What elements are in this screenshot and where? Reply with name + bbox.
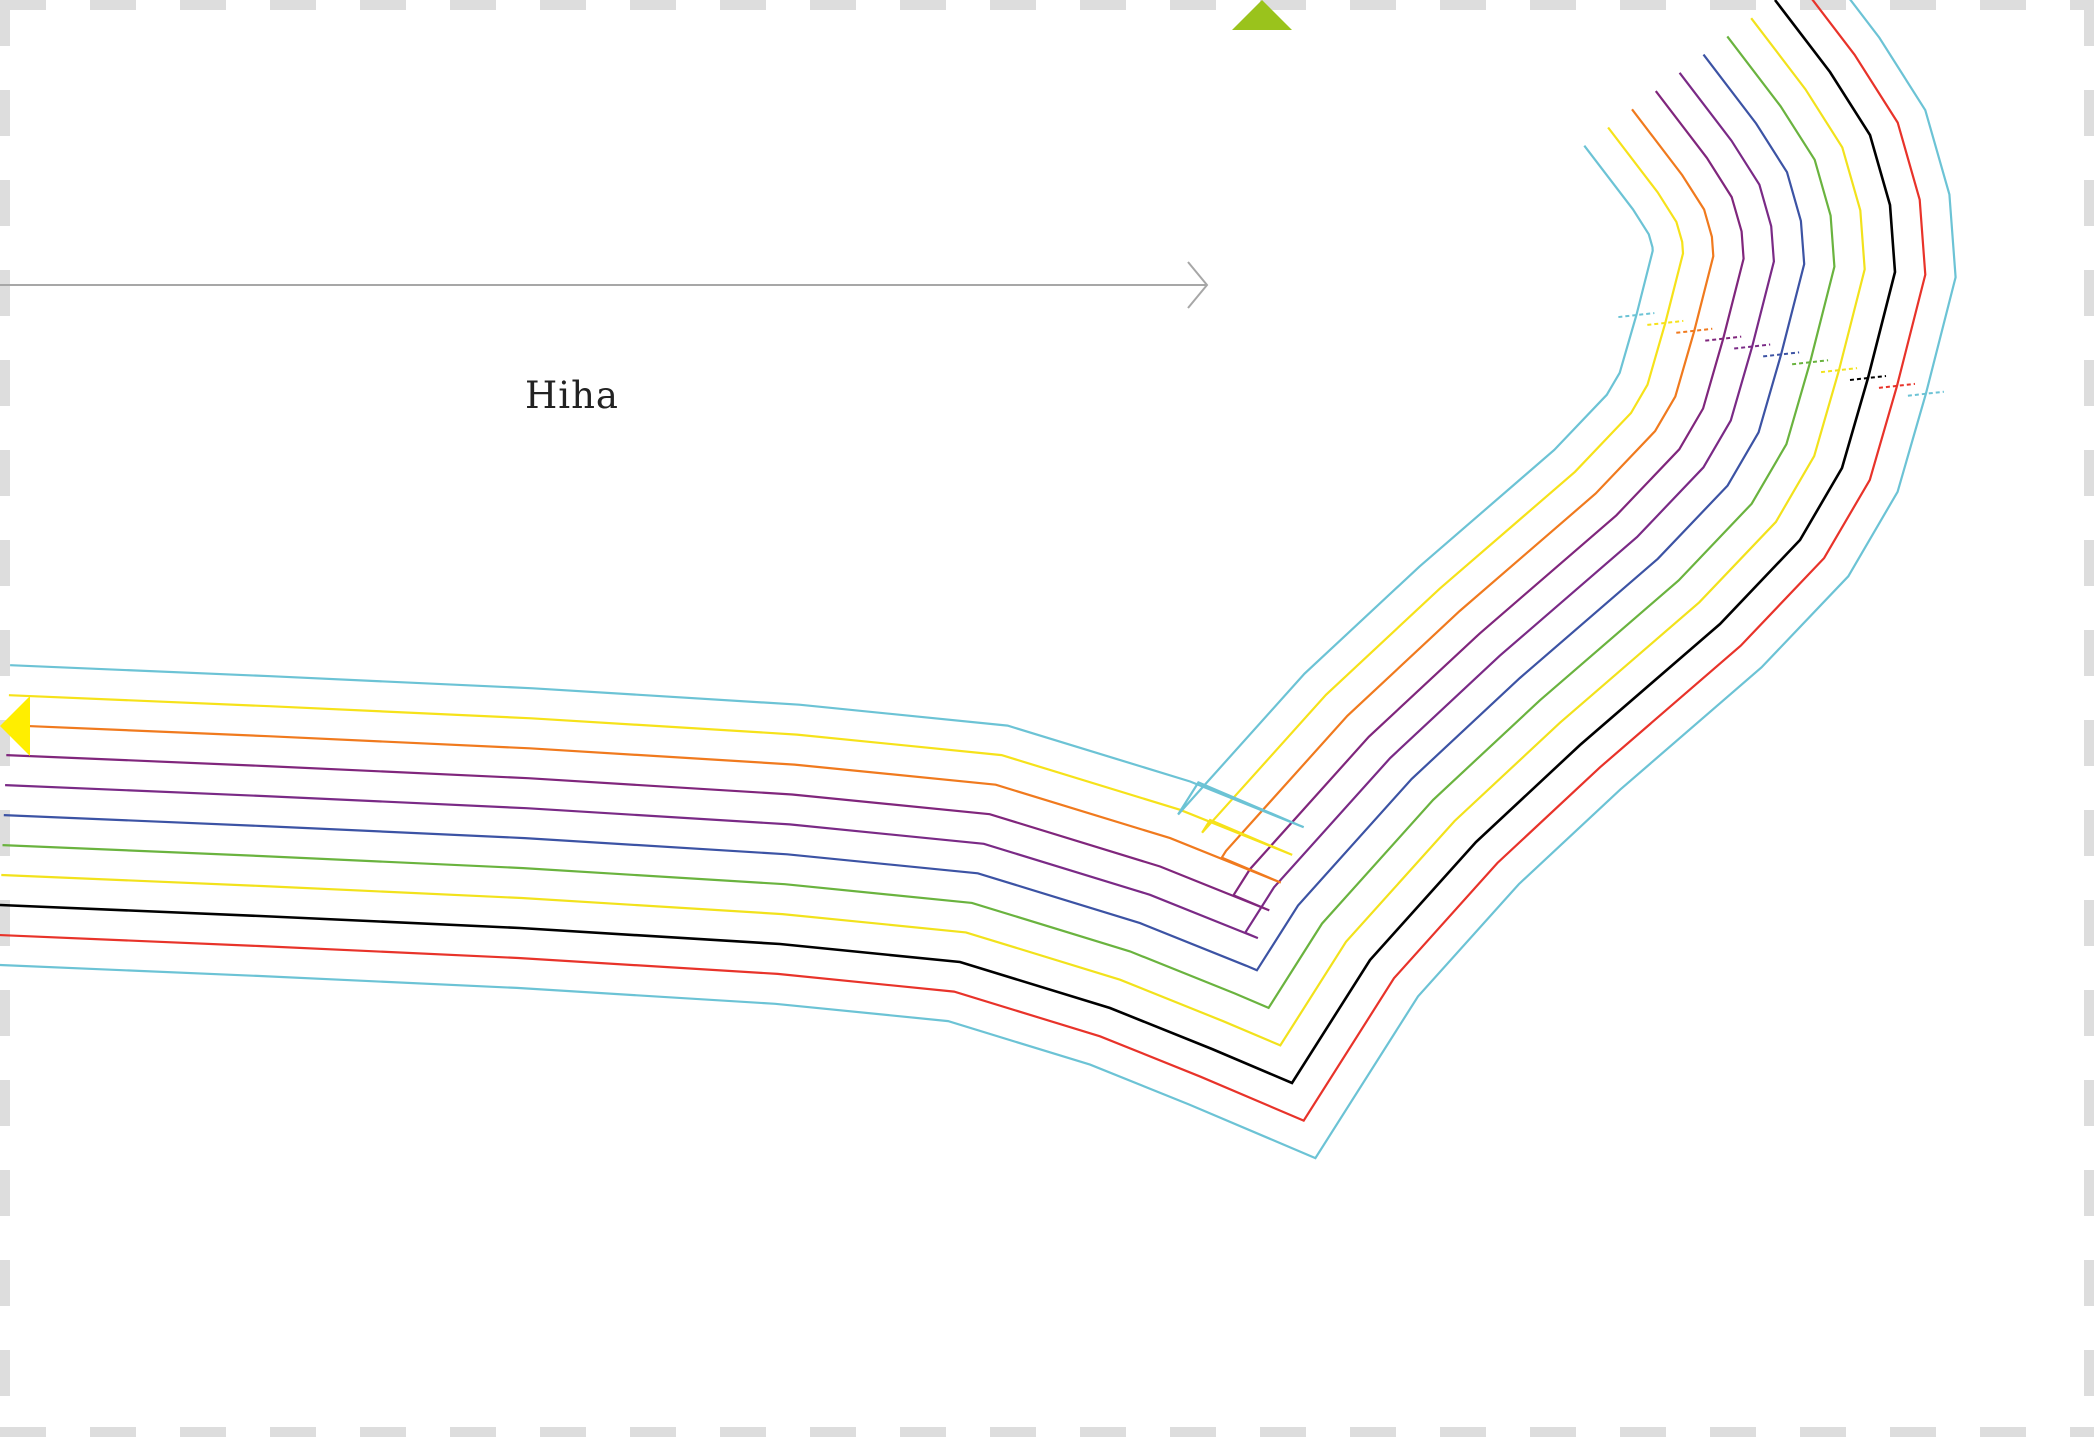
size-line-notch <box>1791 359 1829 366</box>
size-line-notch <box>1705 335 1742 342</box>
size-line <box>2 35 1836 1010</box>
size-line-notch <box>1878 382 1916 389</box>
size-line <box>10 145 1654 829</box>
size-line <box>8 126 1685 856</box>
grainline-arrow <box>0 261 1209 309</box>
size-line-notch <box>1849 375 1887 381</box>
size-line-notch <box>1618 312 1655 319</box>
size-line <box>6 90 1745 912</box>
size-line <box>0 0 1927 1122</box>
notch-left-triangle <box>0 696 30 756</box>
size-line-notch <box>1676 327 1713 334</box>
size-line-notch <box>1647 319 1684 326</box>
size-line <box>0 0 1897 1085</box>
size-line <box>5 72 1776 940</box>
grainline-arrowhead <box>1187 261 1209 309</box>
size-line-notch <box>1907 390 1945 397</box>
notch-top-triangle <box>1232 0 1292 30</box>
size-line <box>1 17 1866 1047</box>
size-line-notch <box>1734 343 1771 350</box>
size-line <box>0 0 1957 1160</box>
size-lines <box>0 0 1957 1160</box>
size-line-notch <box>1763 351 1800 358</box>
size-line <box>3 53 1806 972</box>
piece-label: Hiha <box>525 374 619 417</box>
size-line <box>7 108 1715 884</box>
size-line-notch <box>1820 367 1858 374</box>
